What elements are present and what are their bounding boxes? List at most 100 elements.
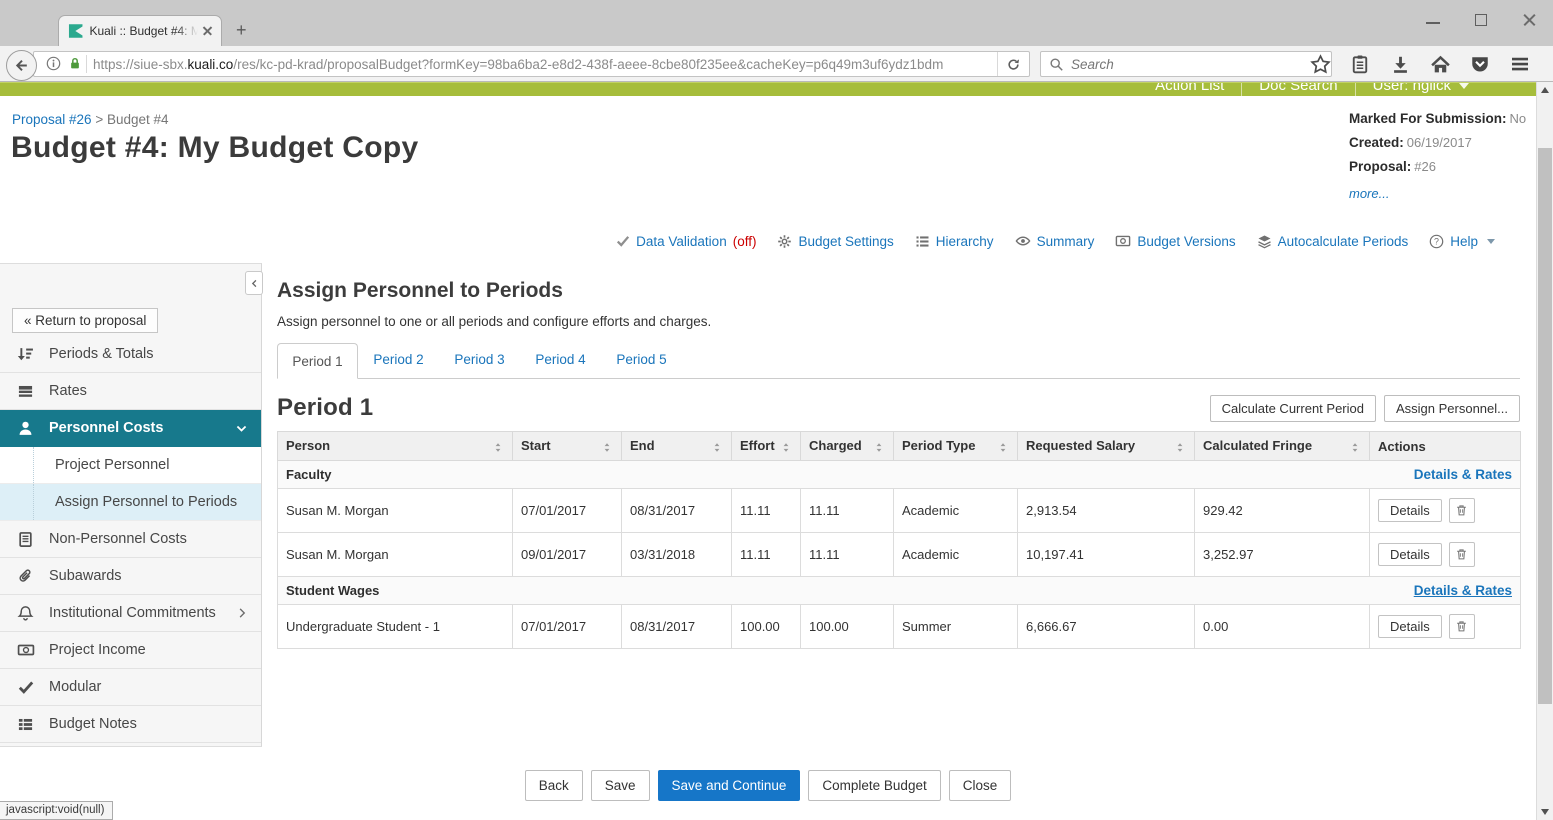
url-bar[interactable]: https://siue-sbx.kuali.co/res/kc-pd-krad…: [33, 51, 1030, 77]
https-lock-icon[interactable]: [68, 55, 82, 73]
sidebar-item-project-income[interactable]: Project Income: [0, 632, 261, 669]
reload-icon: [1008, 58, 1020, 70]
return-to-proposal-button[interactable]: « Return to proposal: [12, 308, 159, 333]
complete-budget-button[interactable]: Complete Budget: [808, 770, 941, 801]
scrollbar-thumb[interactable]: [1538, 148, 1552, 704]
autocalculate-periods-button[interactable]: Autocalculate Periods: [1257, 234, 1408, 249]
delete-row-button[interactable]: [1448, 542, 1475, 568]
student-wages-details-rates-link[interactable]: Details & Rates: [1413, 583, 1512, 599]
sidebar-item-project-personnel[interactable]: Project Personnel: [0, 447, 261, 484]
action-list-link[interactable]: Action List: [1155, 82, 1225, 94]
personnel-periods-table: Person Start End Effort Charged Period T…: [277, 430, 1521, 650]
tab-period-2[interactable]: Period 2: [373, 352, 424, 367]
reload-button[interactable]: [997, 52, 1029, 76]
scroll-down-icon[interactable]: [1537, 804, 1553, 820]
window-minimize-icon[interactable]: [1423, 10, 1443, 30]
sort-icon: [492, 439, 504, 454]
window-maximize-icon[interactable]: [1471, 10, 1491, 30]
tab-period-3[interactable]: Period 3: [454, 352, 505, 367]
sidebar-item-personnel-costs[interactable]: Personnel Costs: [0, 410, 261, 447]
back-button[interactable]: Back: [524, 770, 583, 801]
meta-more-link[interactable]: more...: [1349, 186, 1390, 201]
check-icon: [16, 679, 35, 695]
details-button[interactable]: Details: [1378, 615, 1442, 639]
pocket-icon[interactable]: [1468, 52, 1492, 76]
meta-value: 06/19/2017: [1406, 135, 1472, 150]
hierarchy-button[interactable]: Hierarchy: [915, 234, 994, 249]
user-menu[interactable]: User: nglick: [1354, 83, 1486, 96]
home-icon[interactable]: [1428, 52, 1452, 76]
main-content: Assign Personnel to Periods Assign perso…: [277, 279, 1521, 650]
details-button[interactable]: Details: [1378, 499, 1442, 523]
url-text[interactable]: https://siue-sbx.kuali.co/res/kc-pd-krad…: [93, 56, 944, 72]
delete-row-button[interactable]: [1448, 498, 1475, 524]
close-button[interactable]: Close: [948, 770, 1012, 801]
column-header-period-type[interactable]: Period Type: [893, 430, 1018, 462]
sidebar-item-subawards[interactable]: Subawards: [0, 558, 261, 595]
sidebar-item-non-personnel-costs[interactable]: Non-Personnel Costs: [0, 521, 261, 558]
banknote-icon: [16, 641, 35, 659]
search-bar[interactable]: [1040, 51, 1332, 77]
sidebar-item-periods-totals[interactable]: Periods & Totals: [0, 336, 261, 373]
delete-row-button[interactable]: [1448, 614, 1475, 640]
sort-icon: [873, 439, 885, 454]
back-arrow-icon: [15, 60, 27, 71]
sidebar-item-institutional-commitments[interactable]: Institutional Commitments: [0, 595, 261, 632]
summary-button[interactable]: Summary: [1015, 233, 1094, 249]
svg-text:?: ?: [1434, 236, 1439, 246]
sidebar-collapse-button[interactable]: [245, 271, 263, 295]
column-header-end[interactable]: End: [621, 430, 732, 462]
downloads-icon[interactable]: [1388, 52, 1412, 76]
column-header-requested-salary[interactable]: Requested Salary: [1017, 430, 1195, 462]
tab-period-1[interactable]: Period 1: [277, 343, 358, 379]
sort-icon: [780, 439, 792, 454]
sidebar-item-rates[interactable]: Rates: [0, 373, 261, 410]
breadcrumb-proposal-link[interactable]: Proposal #26: [12, 112, 92, 127]
budget-versions-button[interactable]: Budget Versions: [1115, 233, 1236, 249]
browser-tab[interactable]: Kuali :: Budget #4: My Budg: [58, 15, 222, 46]
group-row-student-wages: Student Wages Details & Rates: [277, 576, 1521, 606]
period-tabs: Period 1 Period 2 Period 3 Period 4 Peri…: [277, 342, 1520, 379]
trash-icon: [1457, 621, 1467, 632]
column-header-actions: Actions: [1369, 430, 1521, 462]
window-close-icon[interactable]: [1519, 10, 1539, 30]
tab-period-5[interactable]: Period 5: [616, 352, 667, 367]
menu-hamburger-icon[interactable]: [1508, 52, 1532, 76]
scroll-up-icon[interactable]: [1537, 82, 1553, 98]
search-input[interactable]: [1071, 56, 1301, 72]
data-validation-button[interactable]: Data Validation (off): [616, 234, 756, 249]
calculate-current-period-button[interactable]: Calculate Current Period: [1209, 394, 1376, 422]
site-info-icon[interactable]: [46, 55, 61, 73]
sidebar-item-modular[interactable]: Modular: [0, 669, 261, 706]
doc-search-link[interactable]: Doc Search: [1241, 83, 1354, 96]
budget-settings-button[interactable]: Budget Settings: [777, 234, 894, 249]
versions-icon: [1116, 235, 1131, 247]
save-and-continue-button[interactable]: Save and Continue: [657, 770, 801, 801]
help-menu-button[interactable]: ? Help: [1429, 234, 1495, 249]
sort-icon: [711, 439, 723, 454]
page-scrollbar[interactable]: [1536, 82, 1553, 820]
page-title: Budget #4: My Budget Copy: [11, 131, 419, 164]
sidebar-item-budget-notes[interactable]: Budget Notes: [0, 706, 261, 743]
assign-personnel-button[interactable]: Assign Personnel...: [1383, 394, 1520, 422]
column-header-effort[interactable]: Effort: [731, 430, 801, 462]
meta-value: No: [1509, 111, 1527, 126]
details-button[interactable]: Details: [1378, 543, 1442, 567]
trash-icon: [1457, 505, 1467, 516]
breadcrumb: Proposal #26 > Budget #4: [12, 112, 169, 127]
faculty-details-rates-link[interactable]: Details & Rates: [1413, 467, 1512, 483]
sort-icon: [1349, 439, 1361, 454]
save-button[interactable]: Save: [590, 770, 650, 801]
tab-close-icon[interactable]: [200, 23, 215, 39]
chevron-left-icon: [251, 279, 256, 287]
column-header-calculated-fringe[interactable]: Calculated Fringe: [1194, 430, 1370, 462]
bookmark-star-icon[interactable]: [1308, 52, 1332, 76]
sidebar-item-assign-personnel-to-periods[interactable]: Assign Personnel to Periods: [0, 484, 261, 521]
new-tab-button[interactable]: +: [236, 20, 247, 40]
bookmarks-clipboard-icon[interactable]: [1348, 52, 1372, 76]
column-header-start[interactable]: Start: [512, 430, 622, 462]
tab-period-4[interactable]: Period 4: [535, 352, 586, 367]
column-header-person[interactable]: Person: [277, 430, 513, 462]
column-header-charged[interactable]: Charged: [800, 430, 894, 462]
back-navigation-button[interactable]: [6, 50, 37, 81]
